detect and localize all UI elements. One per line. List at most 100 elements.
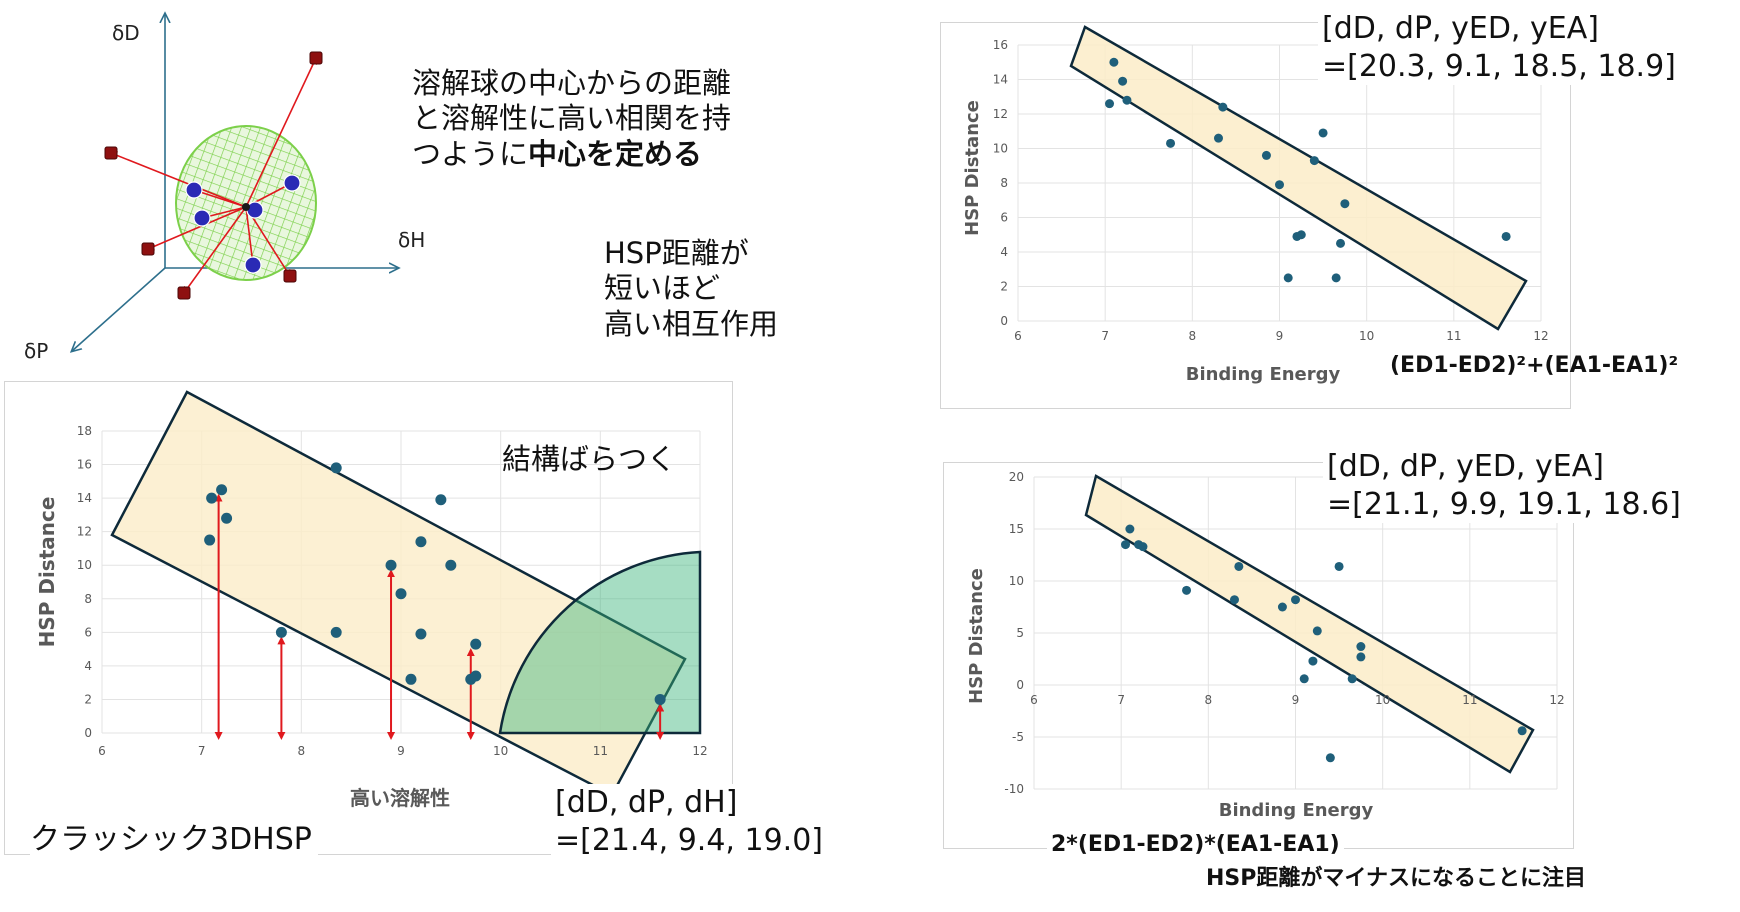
center-note-line3-bold: 中心を定める bbox=[528, 136, 703, 171]
top-y-tick-label: 4 bbox=[1000, 245, 1008, 259]
bottom-data-point bbox=[1308, 656, 1318, 666]
solubility-sphere-diagram: δD δH δP bbox=[24, 14, 425, 363]
classic-x-tick-label: 7 bbox=[198, 744, 206, 758]
classic-y-tick-label: 0 bbox=[84, 726, 92, 740]
bottom-data-point bbox=[1517, 726, 1527, 736]
top-correlation-band bbox=[1069, 25, 1528, 331]
bottom-y-tick-label: -5 bbox=[1012, 730, 1024, 744]
bottom-chart: 6 7 8 9 10 11 12 -10 -5 0 5 10 15 20 Binding Energy H… bbox=[966, 470, 1565, 821]
classic-red-arrows bbox=[214, 493, 665, 740]
classic-vector-head: [dD, dP, dH] bbox=[555, 785, 738, 820]
top-y-tick-label: 14 bbox=[993, 73, 1008, 87]
sphere-distance-arrow bbox=[192, 188, 247, 208]
solvent-markers bbox=[104, 51, 323, 300]
center-note-line3-normal: つように bbox=[412, 136, 529, 171]
sphere-distance-arrow bbox=[109, 151, 247, 208]
top-data-points bbox=[1105, 57, 1511, 283]
top-x-tick-label: 11 bbox=[1446, 329, 1461, 343]
sphere-center-point bbox=[242, 203, 250, 211]
classic-x-tick-label: 6 bbox=[98, 744, 106, 758]
bottom-data-point bbox=[1312, 626, 1322, 636]
sphere-distance-arrow bbox=[245, 206, 292, 278]
hsp-note-line2: 短いほど bbox=[604, 271, 721, 306]
bottom-y-tick-label: 5 bbox=[1016, 626, 1024, 640]
axis-d-label: δD bbox=[112, 21, 140, 45]
bottom-vector-head: [dD, dP, yED, yEA] bbox=[1327, 449, 1604, 484]
classic-x-tick-label: 8 bbox=[298, 744, 306, 758]
poor-solvent-marker bbox=[141, 242, 155, 256]
classic-x-tick-label: 9 bbox=[397, 744, 405, 758]
bottom-data-point bbox=[1121, 540, 1131, 550]
classic-vector-values: =[21.4, 9.4, 19.0] bbox=[555, 822, 823, 858]
bottom-data-point bbox=[1125, 524, 1135, 534]
poor-solvent-marker bbox=[104, 146, 118, 160]
classic-data-point bbox=[275, 626, 287, 638]
bottom-y-tick-label: 20 bbox=[1009, 470, 1024, 484]
bottom-y-label: HSP Distance bbox=[966, 568, 987, 704]
classic-tick-labels: 6 7 8 9 10 11 12 0 2 4 6 8 10 12 14 16 18 bbox=[77, 424, 708, 758]
center-note-line2: と溶解性に高い相関を持 bbox=[412, 101, 732, 136]
axis-p-label: δP bbox=[24, 339, 48, 363]
top-y-tick-label: 16 bbox=[993, 38, 1008, 52]
bottom-x-tick-label: 6 bbox=[1030, 693, 1038, 707]
poor-solvent-marker bbox=[309, 51, 323, 65]
top-data-point bbox=[1213, 133, 1223, 143]
classic-x-tick-label: 11 bbox=[593, 744, 608, 758]
bottom-x-tick-label: 9 bbox=[1292, 693, 1300, 707]
top-vector-values: =[20.3, 9.1, 18.5, 18.9] bbox=[1322, 48, 1676, 84]
classic-y-tick-label: 8 bbox=[84, 592, 92, 606]
classic-y-tick-label: 14 bbox=[77, 491, 92, 505]
minus-note: HSP距離がマイナスになることに注目 bbox=[1206, 866, 1586, 891]
bottom-data-point bbox=[1334, 561, 1344, 571]
sphere-distance-arrow bbox=[182, 206, 247, 295]
top-data-point bbox=[1340, 199, 1350, 209]
classic-y-tick-label: 16 bbox=[77, 458, 92, 472]
formula-bottom: 2*(ED1-ED2)*(EA1-EA1) bbox=[1047, 832, 1344, 859]
top-data-point bbox=[1331, 273, 1341, 283]
classic-y-tick-label: 12 bbox=[77, 525, 92, 539]
poor-solvent-marker bbox=[283, 269, 297, 283]
classic-y-tick-label: 10 bbox=[77, 558, 92, 572]
top-y-tick-label: 12 bbox=[993, 107, 1008, 121]
bottom-data-point bbox=[1182, 585, 1192, 595]
classic-data-point bbox=[435, 494, 447, 506]
top-data-point bbox=[1501, 231, 1511, 241]
sphere-distance-arrow bbox=[245, 56, 318, 208]
classic-data-point bbox=[206, 492, 218, 504]
classic-y-tick-label: 2 bbox=[84, 692, 92, 706]
classic-x-label: 高い溶解性 bbox=[350, 786, 450, 810]
hsp-note-line3: 高い相互作用 bbox=[604, 306, 779, 341]
top-vector: [dD, dP, yED, yEA] =[20.3, 9.1, 18.5, 18… bbox=[1318, 10, 1680, 85]
classic-data-point bbox=[654, 693, 666, 705]
classic-vector: [dD, dP, dH] =[21.4, 9.4, 19.0] bbox=[551, 784, 827, 859]
classic-data-point bbox=[415, 536, 427, 548]
classic-y-label: HSP Distance bbox=[35, 497, 59, 648]
top-data-point bbox=[1275, 180, 1284, 190]
axis-h-label: δH bbox=[398, 228, 425, 252]
top-x-tick-label: 9 bbox=[1276, 329, 1284, 343]
top-data-point bbox=[1336, 238, 1346, 248]
top-data-point bbox=[1283, 273, 1293, 283]
classic-data-point bbox=[330, 462, 342, 474]
bottom-data-point bbox=[1325, 753, 1335, 763]
top-x-tick-label: 6 bbox=[1014, 329, 1022, 343]
top-y-tick-label: 8 bbox=[1000, 176, 1008, 190]
bottom-data-point bbox=[1347, 674, 1357, 684]
good-solvent-marker bbox=[244, 256, 262, 274]
bottom-x-tick-label: 12 bbox=[1549, 693, 1564, 707]
good-solvent-marker bbox=[246, 201, 264, 219]
classic-y-tick-label: 6 bbox=[84, 625, 92, 639]
top-data-point bbox=[1309, 156, 1319, 166]
top-chart-frame bbox=[940, 22, 1571, 409]
top-y-label: HSP Distance bbox=[962, 100, 983, 236]
top-data-point bbox=[1109, 57, 1119, 67]
classic-label: クラッシック3DHSP bbox=[30, 822, 318, 859]
bottom-data-point bbox=[1299, 674, 1309, 684]
bottom-vector-values: =[21.1, 9.9, 19.1, 18.6] bbox=[1327, 486, 1681, 522]
scatter-note: 結構ばらつく bbox=[502, 442, 677, 476]
top-x-label: Binding Energy bbox=[1186, 364, 1341, 385]
center-note-line1: 溶解球の中心からの距離 bbox=[412, 66, 732, 100]
good-solvent-marker bbox=[193, 209, 211, 227]
top-x-tick-label: 12 bbox=[1533, 329, 1548, 343]
